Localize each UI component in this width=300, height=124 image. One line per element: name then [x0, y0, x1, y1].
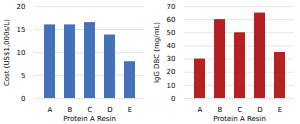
- svg-text:15: 15: [17, 26, 26, 34]
- svg-text:20: 20: [167, 68, 176, 76]
- svg-text:5: 5: [21, 72, 25, 80]
- svg-text:E: E: [278, 106, 282, 114]
- svg-text:D: D: [107, 106, 112, 114]
- svg-text:60: 60: [167, 16, 176, 24]
- svg-text:10: 10: [17, 49, 26, 57]
- svg-text:IgG DBC (mg/mL): IgG DBC (mg/mL): [153, 22, 161, 83]
- svg-text:Protein A Resin: Protein A Resin: [63, 115, 116, 123]
- svg-text:B: B: [218, 106, 223, 114]
- svg-text:10: 10: [167, 82, 176, 90]
- svg-text:0: 0: [171, 95, 175, 103]
- svg-text:B: B: [68, 106, 73, 114]
- svg-text:D: D: [257, 106, 262, 114]
- svg-text:0: 0: [21, 95, 25, 103]
- svg-text:40: 40: [167, 42, 176, 50]
- svg-text:C: C: [238, 106, 243, 114]
- svg-text:A: A: [48, 106, 53, 114]
- svg-text:20: 20: [17, 3, 26, 11]
- svg-text:50: 50: [167, 29, 176, 37]
- svg-text:A: A: [198, 106, 203, 114]
- svg-text:Cost (US$1,000s/L): Cost (US$1,000s/L): [3, 19, 11, 86]
- svg-text:Protein A Resin: Protein A Resin: [213, 115, 266, 123]
- svg-text:70: 70: [167, 3, 176, 11]
- svg-text:E: E: [128, 106, 132, 114]
- svg-text:30: 30: [167, 55, 176, 63]
- svg-text:C: C: [88, 106, 93, 114]
